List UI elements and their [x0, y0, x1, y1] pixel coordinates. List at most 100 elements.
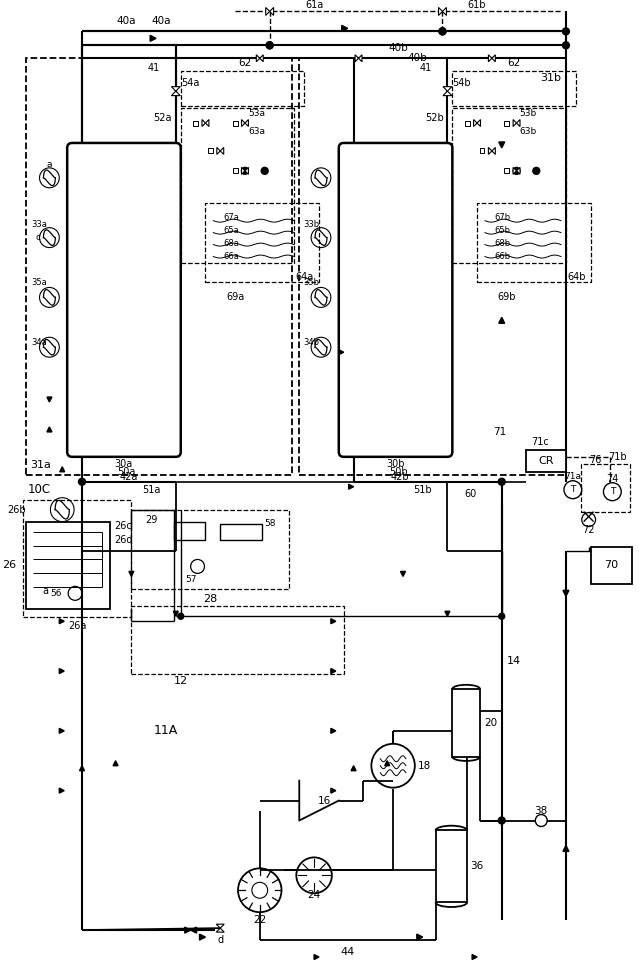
FancyBboxPatch shape [339, 143, 452, 456]
Text: 26: 26 [2, 561, 16, 570]
Bar [580, 464, 630, 511]
Polygon shape [113, 760, 118, 765]
Bar [479, 149, 484, 153]
Polygon shape [385, 760, 390, 765]
Text: 40b: 40b [408, 53, 428, 64]
Polygon shape [60, 619, 64, 623]
Text: 65b: 65b [495, 226, 511, 235]
Text: 26c: 26c [115, 520, 132, 531]
Text: 29: 29 [146, 514, 158, 525]
Bar [300, 58, 566, 475]
Polygon shape [245, 167, 248, 175]
Text: 35a: 35a [31, 278, 47, 287]
Polygon shape [314, 954, 319, 959]
Polygon shape [216, 928, 224, 932]
Polygon shape [150, 36, 156, 41]
Polygon shape [488, 55, 492, 62]
Polygon shape [331, 729, 336, 733]
Polygon shape [331, 619, 336, 623]
Polygon shape [79, 765, 84, 771]
Text: 28: 28 [204, 594, 218, 604]
Text: 51a: 51a [142, 484, 160, 495]
Text: 41: 41 [148, 64, 160, 73]
Polygon shape [499, 317, 505, 323]
Text: 71b: 71b [609, 452, 627, 462]
Bar [131, 510, 289, 590]
Polygon shape [488, 148, 492, 154]
Text: 36: 36 [470, 862, 483, 871]
Polygon shape [442, 8, 447, 15]
Bar [84, 160, 164, 440]
Bar [208, 149, 213, 153]
Text: 44: 44 [340, 947, 355, 957]
Bar [452, 689, 480, 757]
Polygon shape [191, 927, 196, 933]
Polygon shape [443, 91, 452, 96]
Text: 72: 72 [582, 525, 595, 535]
Text: 26a: 26a [68, 621, 86, 631]
Text: 40a: 40a [151, 16, 171, 26]
Text: 62: 62 [507, 58, 520, 69]
Text: 50a: 50a [117, 467, 136, 477]
Circle shape [563, 28, 570, 35]
Text: 63a: 63a [248, 126, 265, 135]
Polygon shape [200, 934, 205, 940]
Text: CR: CR [538, 455, 554, 466]
Text: 52a: 52a [154, 113, 172, 124]
Text: 71a: 71a [564, 472, 581, 482]
Polygon shape [331, 669, 336, 674]
Bar [232, 168, 237, 174]
Polygon shape [492, 148, 495, 154]
Text: 26d: 26d [115, 535, 133, 544]
Text: 69b: 69b [497, 292, 516, 302]
Text: 31a: 31a [31, 459, 51, 470]
Bar [504, 168, 509, 174]
Polygon shape [351, 765, 356, 771]
Text: 42a: 42a [119, 472, 138, 482]
Circle shape [499, 817, 505, 824]
Text: 74: 74 [606, 474, 618, 483]
Polygon shape [172, 91, 180, 96]
Text: 60: 60 [464, 488, 476, 499]
Text: T: T [570, 485, 575, 494]
Text: 66a: 66a [223, 252, 239, 262]
Text: 53b: 53b [520, 109, 537, 118]
Text: 41: 41 [420, 64, 432, 73]
Polygon shape [499, 142, 505, 148]
Circle shape [79, 479, 86, 485]
Polygon shape [516, 120, 520, 126]
Polygon shape [492, 55, 495, 62]
Text: 61a: 61a [305, 0, 323, 11]
Text: 76: 76 [589, 455, 602, 465]
Circle shape [241, 167, 248, 175]
Bar [356, 160, 436, 440]
Circle shape [513, 167, 520, 175]
Bar [193, 121, 198, 125]
Text: 34b: 34b [303, 338, 319, 346]
Text: 31b: 31b [540, 73, 561, 83]
Circle shape [266, 41, 273, 49]
Bar [452, 108, 566, 262]
Circle shape [499, 614, 505, 620]
Circle shape [563, 41, 570, 49]
FancyBboxPatch shape [67, 143, 180, 456]
Text: 33a: 33a [31, 220, 47, 229]
Circle shape [439, 28, 446, 35]
Text: 16: 16 [317, 795, 331, 806]
Polygon shape [342, 25, 348, 31]
Bar [174, 522, 205, 539]
Text: 52b: 52b [425, 113, 444, 124]
Text: 40b: 40b [388, 43, 408, 53]
Circle shape [499, 479, 505, 485]
Polygon shape [129, 571, 134, 576]
Text: 64a: 64a [296, 272, 314, 283]
Bar [180, 71, 304, 106]
Bar [131, 606, 344, 674]
Polygon shape [202, 120, 205, 126]
Polygon shape [516, 167, 520, 175]
Polygon shape [47, 427, 52, 432]
Text: 67b: 67b [495, 213, 511, 222]
Polygon shape [474, 120, 477, 126]
Polygon shape [216, 924, 224, 928]
Polygon shape [60, 788, 64, 793]
